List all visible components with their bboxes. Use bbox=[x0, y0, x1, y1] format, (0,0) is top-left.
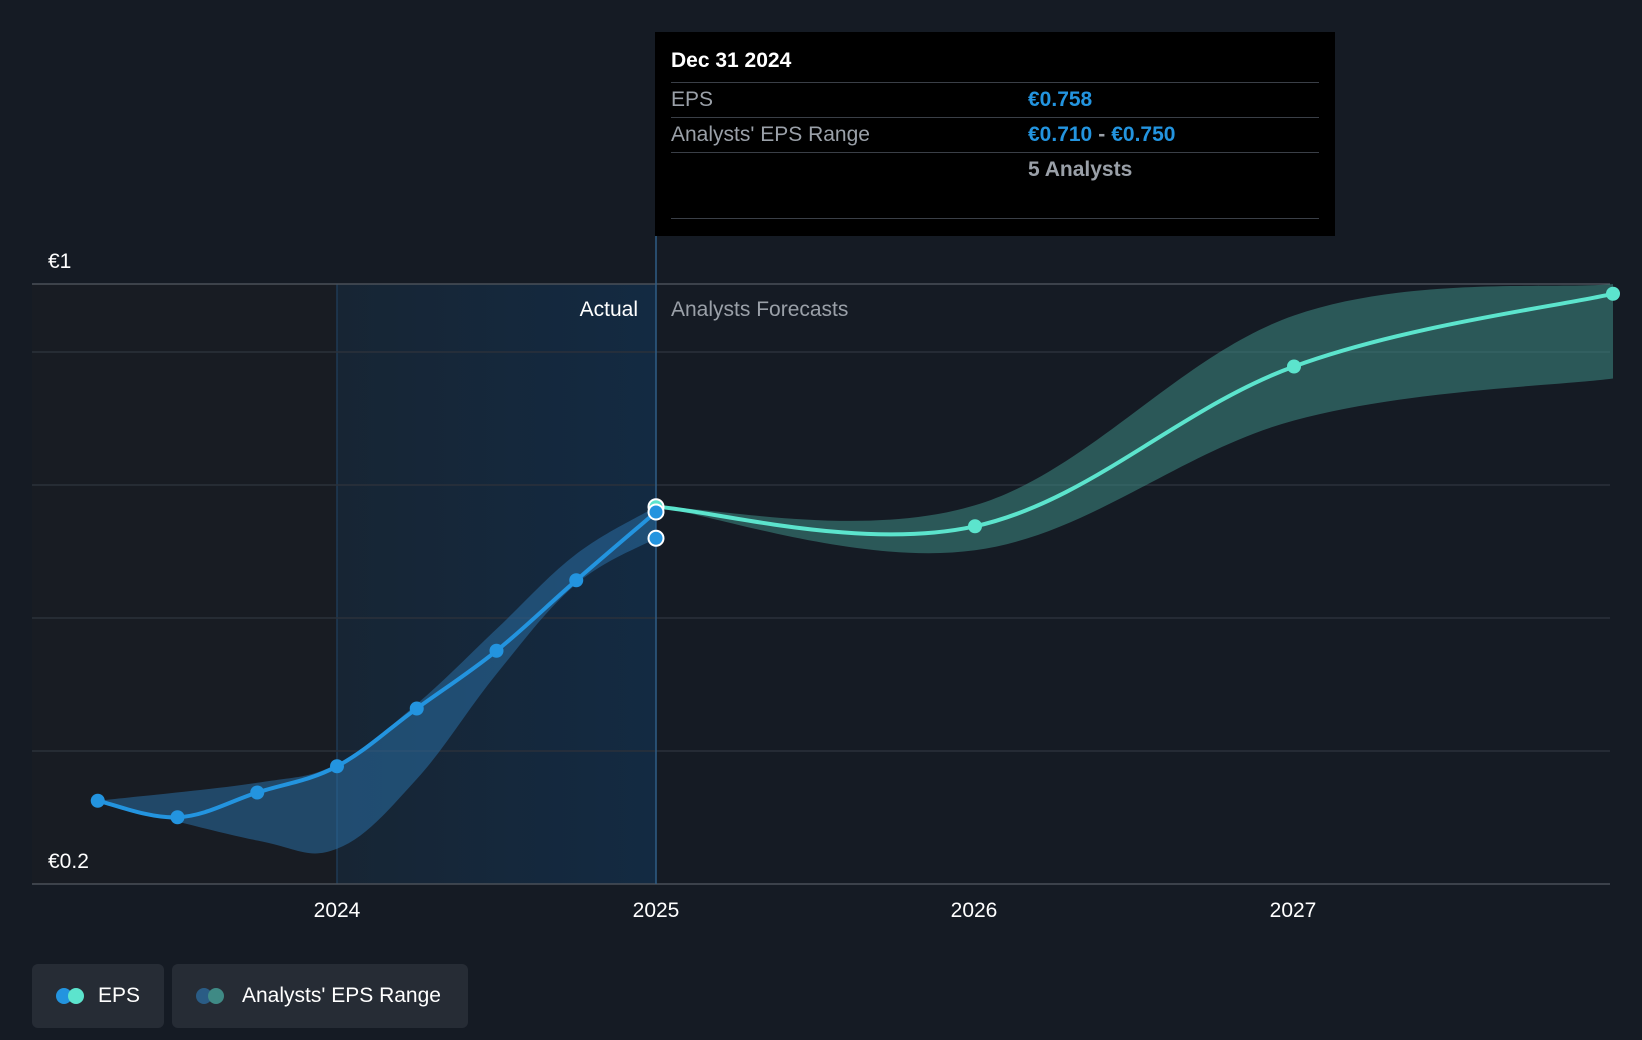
forecast-label: Analysts Forecasts bbox=[671, 298, 848, 321]
legend-dot bbox=[68, 988, 84, 1004]
legend-label: Analysts' EPS Range bbox=[242, 984, 441, 1007]
highlight-points bbox=[647, 498, 665, 547]
eps-data-point bbox=[569, 573, 584, 588]
highlight-point bbox=[647, 503, 665, 521]
eps-legend-icon bbox=[56, 988, 84, 1004]
eps-data-point bbox=[90, 793, 105, 808]
y-axis-bottom-label: €0.2 bbox=[48, 850, 89, 873]
x-tick-label: 2025 bbox=[633, 899, 680, 922]
eps-data-point bbox=[330, 759, 344, 774]
actual-eps-range-band bbox=[97, 506, 657, 854]
tooltip-eps-row: EPS €0.758 bbox=[671, 83, 1319, 118]
tooltip-range-label: Analysts' EPS Range bbox=[671, 123, 870, 146]
legend-label: EPS bbox=[97, 984, 140, 1007]
legend-dot bbox=[208, 988, 224, 1004]
eps-data-point bbox=[489, 643, 504, 658]
tooltip-range-high: €0.750 bbox=[1111, 123, 1176, 146]
eps-tooltip: Dec 31 2024 EPS €0.758 Analysts' EPS Ran… bbox=[655, 32, 1335, 236]
y-axis-top-label: €1 bbox=[48, 250, 71, 273]
eps-data-point bbox=[170, 810, 185, 825]
x-tick-label: 2027 bbox=[1270, 899, 1317, 922]
tooltip-range-row: Analysts' EPS Range €0.710 - €0.750 bbox=[671, 118, 1319, 153]
highlight-point bbox=[647, 529, 665, 547]
tooltip-range-low: €0.710 bbox=[1028, 123, 1093, 146]
forecast-eps-line bbox=[655, 291, 1614, 537]
forecast-eps-points bbox=[968, 286, 1620, 534]
tooltip-analysts-row: 5 Analysts bbox=[671, 153, 1319, 187]
eps-range-legend-icon bbox=[196, 988, 226, 1004]
tooltip-date: Dec 31 2024 bbox=[671, 46, 1319, 83]
forecast-eps-range-band bbox=[656, 284, 1613, 554]
tooltip-analysts-spacer bbox=[671, 153, 1028, 187]
forecast-data-point bbox=[1606, 286, 1620, 301]
forecast-data-point bbox=[1287, 359, 1301, 374]
actual-label: Actual bbox=[580, 298, 638, 321]
forecast-data-point bbox=[968, 519, 982, 534]
eps-data-point bbox=[409, 701, 424, 716]
legend-item-eps-range[interactable]: Analysts' EPS Range bbox=[172, 964, 468, 1028]
tooltip-bottom-rule bbox=[671, 218, 1319, 219]
eps-data-point bbox=[250, 785, 265, 800]
tooltip-eps-value: €0.758 bbox=[1028, 88, 1093, 111]
legend-item-eps[interactable]: EPS bbox=[32, 964, 164, 1028]
tooltip-range-separator: - bbox=[1098, 123, 1106, 146]
x-tick-label: 2026 bbox=[951, 899, 998, 922]
actual-eps-points bbox=[90, 573, 584, 825]
tooltip-eps-label: EPS bbox=[671, 88, 714, 111]
x-tick-label: 2024 bbox=[314, 899, 361, 922]
tooltip-analysts-count: 5 Analysts bbox=[1028, 158, 1133, 181]
